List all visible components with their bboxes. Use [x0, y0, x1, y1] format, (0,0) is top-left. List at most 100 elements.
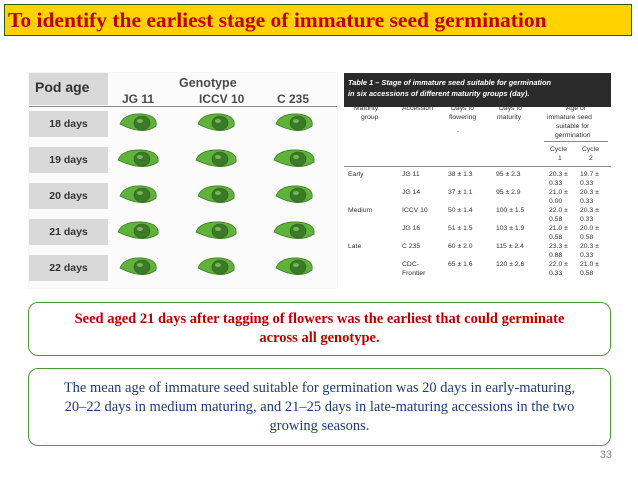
table-cell-maturity: 115 ± 2.4 — [496, 243, 524, 250]
table-cell-maturity: 95 ± 2.9 — [496, 189, 521, 196]
seed-pod-image — [275, 257, 313, 275]
genotype-header-iccv10: ICCV 10 — [199, 92, 245, 106]
seed-pod-image — [197, 113, 235, 131]
slide-title: To identify the earliest stage of immatu… — [8, 7, 547, 32]
table-cell-c1b: 0.88 — [549, 252, 563, 259]
table-cell-maturity: 120 ± 2.6 — [496, 261, 525, 268]
pod-age-label: Pod age — [35, 79, 90, 95]
pod-age-row-19: 19 days — [29, 147, 108, 173]
th-group: group — [361, 114, 379, 121]
table-cell-c1a: 20.3 ± — [549, 171, 568, 178]
table-cell-c1b: 0.33 — [549, 180, 563, 187]
table-cell-accession: C 235 — [402, 243, 421, 250]
table-cell-c2b: 0.58 — [580, 270, 594, 277]
table-cell-c2a: 20.0 ± — [580, 225, 599, 232]
table-cell-flowering: 60 ± 2.0 — [448, 243, 473, 250]
seed-pod-image — [119, 113, 157, 131]
th-cycle1: Cycle — [550, 146, 567, 153]
table-cell-flowering: 65 ± 1.6 — [448, 261, 473, 268]
table-cell-c1a: 21.0 ± — [549, 225, 568, 232]
callout-earliest-text: Seed aged 21 days after tagging of flowe… — [74, 311, 565, 346]
table-cell-accession: JG 14 — [402, 189, 421, 196]
pod-age-row-20: 20 days — [29, 183, 108, 209]
seed-pod-image — [273, 221, 315, 239]
pod-age-row-22: 22 days — [29, 255, 108, 281]
pod-age-row-21: 21 days — [29, 219, 108, 245]
table-cell-c1b: 0.58 — [549, 234, 563, 241]
th-cycle1-num: 1 — [558, 155, 562, 162]
seed-pod-image — [119, 185, 157, 203]
th-age-of: Age of — [566, 105, 586, 112]
table-title-line2: in six accessions of different maturity … — [348, 89, 530, 98]
cycle-divider — [544, 141, 608, 142]
th-flowering: flowering — [449, 114, 477, 121]
th-cycle2: Cycle — [582, 146, 599, 153]
th-accession: Accession — [402, 105, 433, 112]
th-maturity: Maturity — [354, 105, 379, 112]
table-cell-flowering: 51 ± 1.5 — [448, 225, 473, 232]
seed-pod-image — [195, 149, 237, 167]
genotype-header-jg11: JG 11 — [122, 92, 155, 106]
table-cell-flowering: 37 ± 1.1 — [448, 189, 473, 196]
table-cell-accession: CDC- — [402, 261, 419, 268]
table-cell-flowering: 38 ± 1.3 — [448, 171, 473, 178]
th-days-to-1: Days to — [451, 105, 475, 112]
seed-pod-image — [275, 185, 313, 203]
callout-earliest-germination: Seed aged 21 days after tagging of flowe… — [28, 302, 611, 356]
table-cell-flowering: 50 ± 1.4 — [448, 207, 473, 214]
page-number: 33 — [599, 449, 612, 461]
slide-title-bar: To identify the earliest stage of immatu… — [4, 4, 632, 36]
table-cell-maturity: 103 ± 1.9 — [496, 225, 525, 232]
pod-age-header-bg — [29, 73, 108, 105]
table-title-line1: Table 1 – Stage of immature seed suitabl… — [348, 78, 552, 87]
table-cell-accession: ICCV 10 — [402, 207, 428, 214]
table-cell-c2b: 0.33 — [580, 180, 594, 187]
genotype-header-c235: C 235 — [277, 92, 310, 106]
table-cell-c1b: 0.33 — [549, 270, 563, 277]
table-cell-c2a: 20.3 ± — [580, 207, 599, 214]
table-cell-c1b: 0.00 — [549, 198, 563, 205]
table-1: Table 1 – Stage of immature seed suitabl… — [344, 73, 611, 288]
seed-pod-image — [273, 149, 315, 167]
th-days-to-2: Days to — [499, 105, 523, 112]
th-cycle2-num: 2 — [589, 155, 593, 162]
th-germination: germination — [555, 132, 591, 139]
table-cell-c2a: 20.3 ± — [580, 243, 599, 250]
table-cell-c2a: 21.0 ± — [580, 261, 599, 268]
seed-pod-image — [119, 257, 157, 275]
table-cell-c1b: 0.58 — [549, 216, 563, 223]
th-suitable-for: suitable for — [556, 123, 590, 130]
table-cell-c2b: 0.33 — [580, 252, 594, 259]
th-dot: . — [457, 127, 459, 134]
table-cell-group: Medium — [348, 207, 373, 214]
seed-pod-image — [275, 113, 313, 131]
seed-pod-image — [197, 257, 235, 275]
seed-pod-image — [117, 221, 159, 239]
seed-images — [117, 113, 315, 275]
table-cell-c1a: 22.0 ± — [549, 261, 568, 268]
callout-mean-age: The mean age of immature seed suitable f… — [28, 368, 611, 446]
grid-divider — [29, 106, 337, 107]
table-cell-c2a: 20.3 ± — [580, 189, 599, 196]
callout-mean-age-text: The mean age of immature seed suitable f… — [63, 379, 576, 434]
table-cell-accession: JG 16 — [402, 225, 421, 232]
table-cell-maturity: 100 ± 1.5 — [496, 207, 525, 214]
table-cell-c2a: 19.7 ± — [580, 171, 599, 178]
table-cell-c1a: 21.0 ± — [549, 189, 568, 196]
th-immature-seed: immature seed — [547, 114, 592, 121]
table-cell-acc2: Frontier — [402, 270, 426, 277]
table-cell-group: Early — [348, 171, 364, 178]
table-cell-c1a: 22.0 ± — [549, 207, 568, 214]
table-cell-c1a: 23.3 ± — [549, 243, 568, 250]
seed-pod-image — [195, 221, 237, 239]
table-cell-maturity: 95 ± 2.3 — [496, 171, 521, 178]
pod-age-row-18: 18 days — [29, 111, 108, 137]
seed-pod-image — [197, 185, 235, 203]
pod-photo-grid: Pod age Genotype JG 11 ICCV 10 C 235 18 … — [29, 73, 337, 288]
table-cell-group: Late — [348, 243, 362, 250]
table-cell-c2b: 0.33 — [580, 198, 594, 205]
table-cell-accession: JG 11 — [402, 171, 420, 178]
seed-pod-image — [117, 149, 159, 167]
header-divider — [344, 166, 611, 167]
table-cell-c2b: 0.33 — [580, 216, 594, 223]
